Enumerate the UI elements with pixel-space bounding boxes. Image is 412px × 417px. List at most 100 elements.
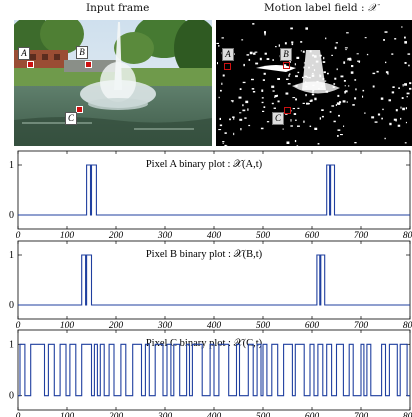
motion-speckle [385, 71, 389, 74]
motion-speckle [252, 91, 256, 93]
motion-speckle [240, 128, 242, 131]
motion-speckle [222, 74, 225, 77]
motion-speckle [289, 73, 291, 75]
motion-speckle [377, 113, 381, 116]
motion-speckle [264, 52, 267, 55]
x-tick-label: 700 [354, 412, 369, 417]
x-tick-label: 500 [256, 321, 271, 331]
motion-speckle [354, 142, 357, 144]
motion-speckle [274, 96, 276, 98]
motion-speckle [343, 61, 346, 64]
motion-speckle [404, 83, 407, 86]
motion-speckle [261, 97, 264, 99]
x-tick-label: 0 [16, 321, 21, 331]
motion-speckle [364, 37, 367, 39]
marker-a-left [27, 61, 34, 68]
motion-speckle [216, 42, 219, 44]
motion-speckle [405, 121, 407, 124]
motion-speckle [272, 90, 275, 92]
x-tick-label: 200 [109, 231, 124, 241]
motion-speckle [406, 96, 408, 98]
plot-title: Pixel C binary plot : 𝒳(C,t) [146, 337, 263, 349]
x-tick-label: 100 [60, 412, 75, 417]
motion-speckle [362, 95, 364, 98]
motion-speckle [271, 102, 274, 105]
motion-speckle [247, 108, 249, 111]
motion-speckle [342, 100, 346, 103]
y-tick-label: 0 [9, 300, 14, 311]
motion-speckle [350, 71, 354, 74]
motion-speckle [404, 62, 407, 64]
motion-speckle [362, 89, 365, 92]
motion-speckle [252, 23, 255, 25]
motion-blob [302, 50, 326, 90]
motion-speckle [346, 101, 348, 103]
motion-speckle [305, 94, 307, 97]
motion-speckle [392, 86, 395, 88]
motion-speckle [286, 141, 290, 144]
motion-speckle [296, 56, 300, 59]
motion-speckle [329, 111, 332, 113]
motion-speckle [229, 118, 231, 121]
marker-label-b-left: B [76, 46, 88, 59]
x-tick-label: 600 [305, 321, 320, 331]
motion-speckle [409, 87, 412, 90]
x-tick-label: 600 [305, 231, 320, 241]
motion-speckle [264, 31, 266, 34]
motion-speckle [222, 142, 224, 144]
motion-speckle [404, 142, 407, 144]
motion-speckle [302, 102, 305, 104]
motion-speckle [239, 112, 242, 114]
motion-speckle [321, 115, 324, 118]
motion-speckle [295, 98, 297, 101]
motion-speckle [221, 82, 223, 85]
motion-speckle [254, 51, 258, 53]
motion-speckle [295, 119, 297, 121]
motion-speckle [295, 75, 298, 78]
marker-label-c-left: C [65, 112, 77, 125]
motion-speckle [366, 53, 369, 56]
motion-speckle [371, 116, 375, 119]
motion-speckle [245, 100, 249, 104]
motion-speckle [349, 57, 352, 60]
motion-speckle [314, 97, 317, 101]
x-tick-label: 0 [16, 231, 21, 241]
motion-speckle [306, 102, 309, 105]
motion-speckle [347, 59, 349, 61]
motion-speckle [238, 96, 242, 99]
motion-speckle [391, 53, 394, 55]
motion-speckle [343, 125, 345, 127]
motion-speckle [264, 33, 266, 36]
motion-speckle [333, 120, 336, 123]
motion-speckle [393, 118, 397, 121]
marker-label-a-right: A [222, 48, 234, 61]
motion-speckle [230, 100, 234, 102]
motion-speckle [219, 117, 221, 120]
motion-speckle [233, 53, 235, 55]
x-tick-label: 400 [207, 412, 222, 417]
motion-speckle [391, 91, 395, 94]
motion-speckle [278, 44, 280, 47]
motion-speckle [364, 112, 366, 114]
motion-speckle [358, 60, 360, 63]
motion-blob [292, 81, 340, 94]
motion-speckle [334, 77, 337, 80]
x-tick-label: 500 [256, 412, 271, 417]
binary-series-line [18, 164, 410, 216]
motion-speckle [224, 132, 227, 134]
motion-speckle [356, 53, 359, 55]
motion-speckle [300, 41, 303, 43]
motion-speckle [337, 129, 341, 131]
motion-speckle [398, 87, 400, 89]
motion-speckle [355, 88, 357, 91]
motion-speckle [275, 46, 277, 48]
motion-speckle [276, 94, 278, 97]
motion-speckle [266, 58, 270, 60]
motion-speckle [288, 74, 290, 77]
motion-speckle [400, 117, 402, 120]
x-tick-label: 500 [256, 231, 271, 241]
motion-speckle [394, 38, 397, 40]
motion-speckle [241, 39, 244, 41]
motion-speckle [246, 54, 250, 56]
